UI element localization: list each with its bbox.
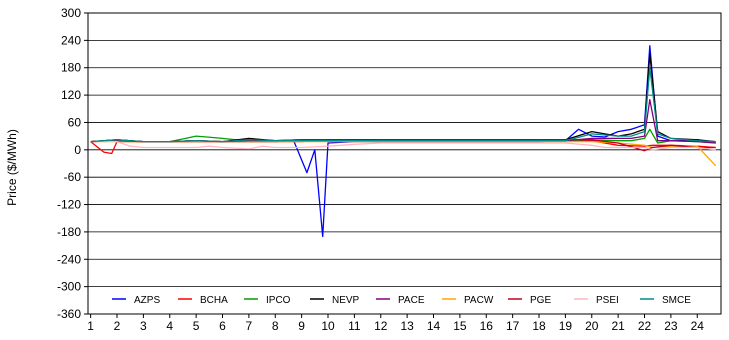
legend-label-bcha: BCHA bbox=[200, 295, 228, 306]
y-tick-label: 300 bbox=[61, 6, 81, 20]
y-tick-label: -240 bbox=[57, 252, 81, 266]
y-tick-label: -300 bbox=[57, 280, 81, 294]
y-tick-label: 60 bbox=[68, 115, 82, 129]
y-tick-label: -60 bbox=[64, 170, 82, 184]
x-tick-label: 24 bbox=[691, 319, 705, 333]
x-tick-label: 16 bbox=[480, 319, 494, 333]
x-tick-label: 8 bbox=[272, 319, 279, 333]
y-axis-label: Price ($/MWh) bbox=[5, 129, 19, 206]
legend-label-nevp: NEVP bbox=[332, 295, 360, 306]
y-tick-label: 0 bbox=[74, 143, 81, 157]
y-axis-ticks: 300 240 180 120 60 0 -60 -120 -180 -240 -300 -360 bbox=[57, 6, 88, 321]
series-lines bbox=[90, 45, 717, 238]
x-tick-label: 23 bbox=[664, 319, 678, 333]
x-tick-label: 12 bbox=[374, 319, 388, 333]
series-line-psei bbox=[90, 140, 716, 151]
x-tick-label: 11 bbox=[348, 319, 361, 333]
y-tick-label: 120 bbox=[61, 88, 81, 102]
y-tick-label: -360 bbox=[57, 307, 81, 321]
x-tick-label: 2 bbox=[114, 319, 121, 333]
x-tick-label: 6 bbox=[219, 319, 226, 333]
x-tick-label: 13 bbox=[400, 319, 414, 333]
x-tick-label: 4 bbox=[166, 319, 173, 333]
y-tick-label: -180 bbox=[57, 225, 81, 239]
x-tick-label: 9 bbox=[298, 319, 305, 333]
x-tick-label: 22 bbox=[638, 319, 652, 333]
legend: AZPS BCHA IPCO NEVP PACE PACW PGE PSEI SMCE bbox=[102, 290, 704, 308]
x-tick-label: 15 bbox=[453, 319, 467, 333]
legend-label-ipco: IPCO bbox=[266, 295, 291, 306]
x-axis-ticks: 1 2 3 4 5 6 7 8 9 10 11 12 13 14 15 16 17 18 19 20 21 22 23 24 bbox=[87, 314, 704, 333]
legend-label-azps: AZPS bbox=[134, 295, 160, 306]
legend-label-psei: PSEI bbox=[596, 295, 619, 306]
x-tick-label: 20 bbox=[585, 319, 599, 333]
legend-label-pace: PACE bbox=[398, 295, 425, 306]
y-tick-label: 240 bbox=[61, 33, 81, 47]
series-line-nevp bbox=[90, 53, 716, 143]
x-tick-label: 18 bbox=[532, 319, 546, 333]
series-line-smce bbox=[90, 67, 716, 143]
x-tick-label: 17 bbox=[506, 319, 520, 333]
x-tick-label: 7 bbox=[246, 319, 253, 333]
grid-lines bbox=[88, 12, 721, 315]
x-tick-label: 21 bbox=[611, 319, 625, 333]
x-tick-label: 19 bbox=[559, 319, 573, 333]
x-tick-label: 10 bbox=[321, 319, 335, 333]
legend-box bbox=[102, 290, 704, 308]
x-tick-label: 14 bbox=[427, 319, 441, 333]
y-tick-label: 180 bbox=[61, 61, 81, 75]
legend-label-pge: PGE bbox=[530, 295, 551, 306]
y-tick-label: -120 bbox=[57, 198, 81, 212]
x-tick-label: 1 bbox=[87, 319, 94, 333]
legend-label-pacw: PACW bbox=[464, 295, 494, 306]
plot-frame bbox=[87, 12, 722, 315]
x-tick-label: 3 bbox=[140, 319, 147, 333]
legend-label-smce: SMCE bbox=[662, 295, 691, 306]
x-tick-label: 5 bbox=[193, 319, 200, 333]
series-line-pacw bbox=[90, 140, 717, 167]
